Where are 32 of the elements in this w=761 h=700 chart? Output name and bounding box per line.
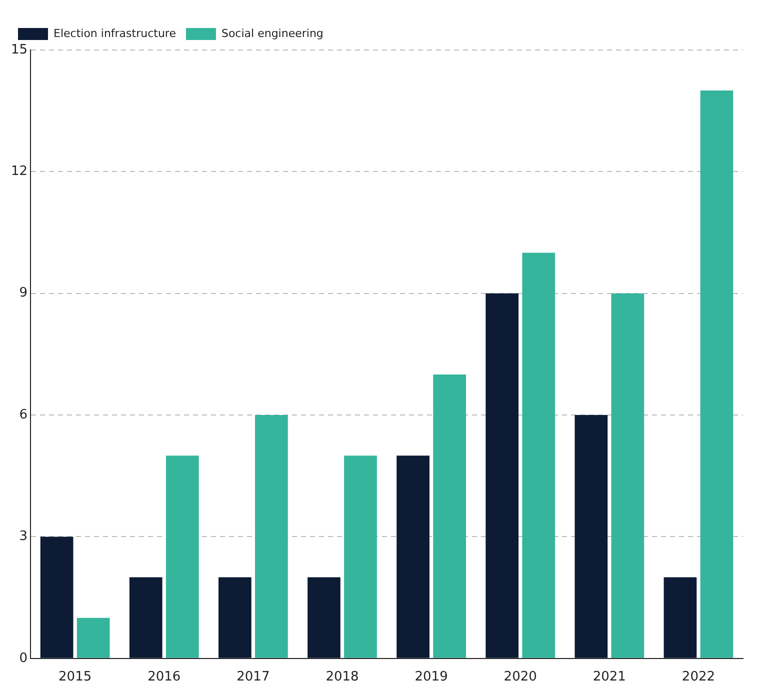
bar — [486, 293, 519, 658]
bar — [611, 293, 644, 658]
y-tick-label: 0 — [19, 650, 28, 666]
bar — [522, 252, 556, 658]
bar — [255, 415, 288, 658]
bar — [700, 90, 734, 658]
bar — [308, 577, 340, 658]
bar — [129, 577, 162, 658]
x-tick-label: 2021 — [592, 670, 626, 685]
legend-label: Election infrastructure — [54, 26, 176, 40]
bar — [76, 618, 110, 658]
x-tick-label: 2018 — [326, 670, 359, 685]
bar — [218, 577, 252, 658]
y-tick-label: 15 — [10, 42, 28, 58]
y-tick-label: 3 — [19, 529, 28, 544]
bar — [166, 456, 199, 658]
bar — [664, 577, 697, 658]
x-tick-label: 2016 — [148, 670, 181, 685]
bar — [433, 374, 466, 658]
x-tick-label: 2015 — [58, 670, 92, 685]
y-tick-label: 6 — [19, 407, 28, 422]
bar — [574, 415, 608, 658]
y-tick-label: 9 — [19, 286, 28, 301]
bar — [396, 456, 430, 658]
x-tick-label: 2022 — [682, 670, 716, 685]
legend-label: Social engineering — [221, 26, 324, 40]
bar — [344, 456, 377, 658]
bar — [40, 536, 74, 658]
x-tick-label: 2020 — [504, 670, 537, 685]
y-tick-label: 12 — [10, 164, 28, 180]
x-tick-label: 2017 — [236, 670, 270, 685]
x-tick-label: 2019 — [414, 670, 448, 685]
